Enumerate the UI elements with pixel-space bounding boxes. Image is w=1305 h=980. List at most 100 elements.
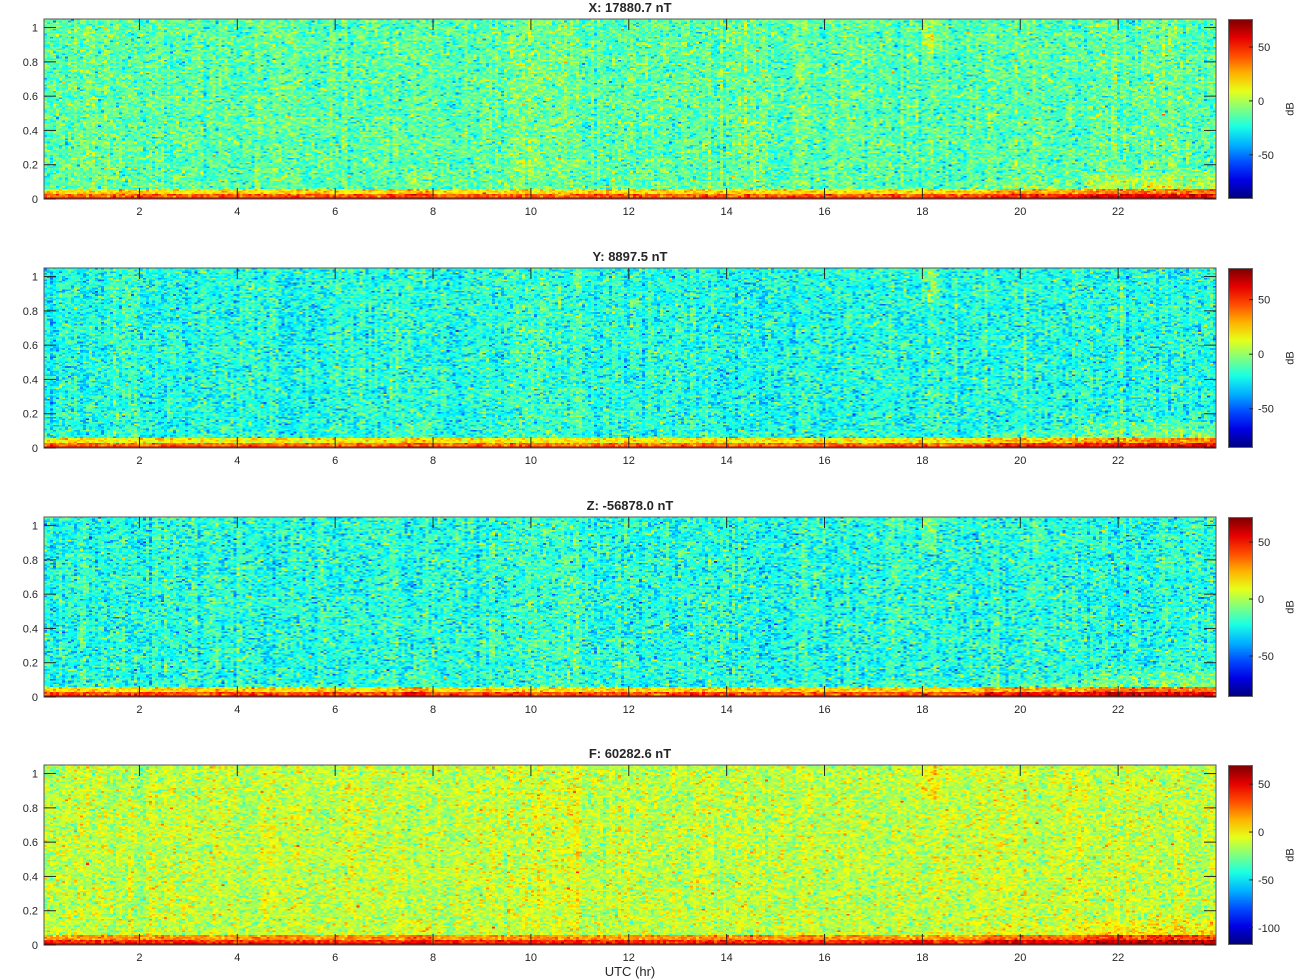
- x-tick-label: 20: [1014, 952, 1026, 964]
- y-tick-label: 0.8: [23, 306, 38, 318]
- x-tick-label: 18: [916, 952, 928, 964]
- axes-box: [43, 764, 1217, 946]
- y-tick-label: 0.6: [23, 91, 38, 103]
- x-tick-label: 10: [525, 206, 537, 218]
- colorbar-tick-label: 50: [1258, 537, 1270, 549]
- x-tick-label: 18: [916, 704, 928, 716]
- x-tick-label: 6: [332, 455, 338, 467]
- x-tick-label: 2: [136, 455, 142, 467]
- x-tick-label: 4: [234, 704, 240, 716]
- x-tick-label: 8: [430, 952, 436, 964]
- axes-overlay: 2 4 6 8 10 12 14 16 18 20 22 0 0.2 0.4 0.6 0.8 1 50 0 -50: [23, 267, 1274, 467]
- y-tick-label: 1: [32, 272, 38, 284]
- x-tick-label: 6: [332, 952, 338, 964]
- x-tick-label: 16: [818, 952, 830, 964]
- x-tick-label: 20: [1014, 455, 1026, 467]
- colorbar: [1228, 765, 1253, 945]
- x-tick-label: 8: [430, 455, 436, 467]
- x-tick-label: 4: [234, 952, 240, 964]
- y-tick-label: 0.6: [23, 340, 38, 352]
- y-tick-label: 0: [32, 940, 38, 952]
- y-tick-label: 1: [32, 23, 38, 35]
- y-tick-label: 0.2: [23, 409, 38, 421]
- colorbar-tick-label: 50: [1258, 295, 1270, 307]
- x-tick-label: 6: [332, 206, 338, 218]
- spectrogram-panel: F: 60282.6 nT Frequency dB24681012141618…: [0, 746, 1305, 964]
- x-tick-label: 8: [430, 206, 436, 218]
- axes-box: [43, 516, 1217, 698]
- y-tick-label: 0.4: [23, 125, 38, 137]
- x-tick-label: 10: [525, 455, 537, 467]
- x-tick-label: 4: [234, 206, 240, 218]
- x-tick-label: 8: [430, 704, 436, 716]
- x-tick-label: 22: [1112, 952, 1124, 964]
- x-tick-label: 12: [623, 704, 635, 716]
- x-tick-label: 4: [234, 455, 240, 467]
- y-tick-label: 0.6: [23, 837, 38, 849]
- spectrogram-panel: Y: 8897.5 nT Frequency dB246810121416182…: [0, 249, 1305, 467]
- y-tick-label: 0: [32, 194, 38, 206]
- x-tick-label: 20: [1014, 704, 1026, 716]
- y-tick-label: 0.2: [23, 658, 38, 670]
- y-tick-label: 0.2: [23, 906, 38, 918]
- colorbar-tick-label: 0: [1258, 827, 1264, 839]
- x-tick-label: 2: [136, 206, 142, 218]
- x-tick-label: 12: [623, 952, 635, 964]
- y-tick-label: 0.4: [23, 374, 38, 386]
- x-tick-label: 14: [721, 455, 733, 467]
- spectrogram-panel: Z: -56878.0 nT Frequency dB2468101214161…: [0, 498, 1305, 716]
- x-tick-label: 2: [136, 952, 142, 964]
- colorbar-tick-label: 0: [1258, 349, 1264, 361]
- colorbar-tick-label: -100: [1258, 923, 1280, 935]
- x-tick-label: 16: [818, 455, 830, 467]
- panel-title: F: 60282.6 nT: [588, 746, 672, 761]
- colorbar: [1228, 268, 1253, 448]
- axes-overlay: 2 4 6 8 10 12 14 16 18 20 22 0 0.2 0.4 0.6 0.8 1 50 0 -50: [23, 18, 1274, 218]
- y-tick-label: 1: [32, 521, 38, 533]
- spectrogram-panel: X: 17880.7 nT Frequency dB24681012141618…: [0, 0, 1305, 218]
- spectrogram-image: [44, 517, 1216, 697]
- spectrogram-image: [44, 765, 1216, 945]
- colorbar: [1228, 517, 1253, 697]
- x-tick-label: 16: [818, 704, 830, 716]
- colorbar-tick-label: -50: [1258, 875, 1274, 887]
- axes-overlay: 2 4 6 8 10 12 14 16 18 20 22 0 0.2 0.4 0.6 0.8 1 50 0 -50: [23, 516, 1274, 716]
- panel-title: X: 17880.7 nT: [588, 0, 672, 15]
- spectrogram-image: [44, 268, 1216, 448]
- x-tick-label: 12: [623, 206, 635, 218]
- axes-box: [43, 18, 1217, 200]
- x-tick-label: 16: [818, 206, 830, 218]
- x-tick-label: 18: [916, 455, 928, 467]
- colorbar-tick-label: 50: [1258, 42, 1270, 54]
- y-tick-label: 0: [32, 443, 38, 455]
- spectrogram-axes: [44, 268, 1216, 448]
- panel-title: Y: 8897.5 nT: [592, 249, 668, 264]
- y-tick-label: 0.4: [23, 623, 38, 635]
- y-tick-label: 0.8: [23, 555, 38, 567]
- colorbar-tick-label: 0: [1258, 96, 1264, 108]
- x-tick-label: 14: [721, 952, 733, 964]
- panel-title: Z: -56878.0 nT: [586, 498, 674, 513]
- y-tick-label: 0.2: [23, 160, 38, 172]
- x-tick-label: 22: [1112, 455, 1124, 467]
- x-axis-label: UTC (hr): [604, 964, 656, 979]
- x-tick-label: 22: [1112, 704, 1124, 716]
- x-tick-label: 14: [721, 704, 733, 716]
- y-tick-label: 0: [32, 692, 38, 704]
- colorbar-tick-label: 0: [1258, 594, 1264, 606]
- x-tick-label: 12: [623, 455, 635, 467]
- spectrogram-image: [44, 19, 1216, 199]
- spectrogram-axes: [44, 765, 1216, 945]
- x-tick-label: 10: [525, 704, 537, 716]
- x-tick-label: 18: [916, 206, 928, 218]
- colorbar-tick-label: 50: [1258, 779, 1270, 791]
- x-tick-label: 22: [1112, 206, 1124, 218]
- spectrogram-axes: [44, 517, 1216, 697]
- y-tick-label: 0.4: [23, 871, 38, 883]
- y-tick-label: 1: [32, 769, 38, 781]
- colorbar-tick-label: -50: [1258, 404, 1274, 416]
- x-tick-label: 14: [721, 206, 733, 218]
- colorbar: [1228, 19, 1253, 199]
- y-tick-label: 0.8: [23, 57, 38, 69]
- spectrogram-axes: [44, 19, 1216, 199]
